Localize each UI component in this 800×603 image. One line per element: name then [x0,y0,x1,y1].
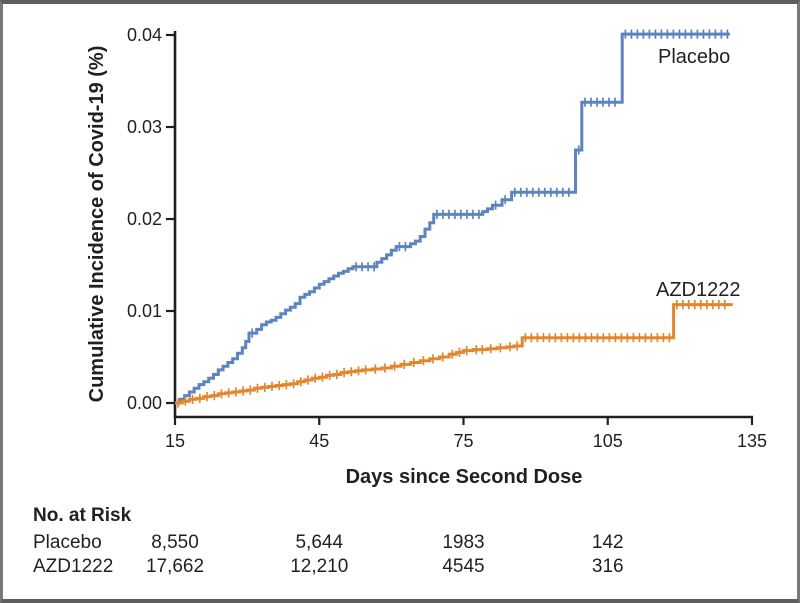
y-tick-label: 0.04 [127,25,162,45]
risk-value: 4545 [442,556,484,577]
x-axis-title: Days since Second Dose [346,466,583,488]
risk-value: 12,210 [290,556,348,577]
placebo-curve [175,32,730,405]
x-tick-label: 15 [165,431,185,451]
y-axis-title: Cumulative Incidence of Covid-19 (%) [86,46,108,403]
y-tick-label: 0.02 [127,209,162,229]
risk-value: 142 [592,532,624,553]
risk-value: 1983 [442,532,484,553]
risk-table-title: No. at Risk [33,505,132,526]
placebo-censor-marks [251,29,729,338]
tick-labels-group: 0.00 0.01 0.02 0.03 0.04 15 45 75 105 135 [127,25,767,451]
risk-value: 8,550 [151,532,199,553]
y-tick-label: 0.00 [127,393,162,413]
risk-value: 316 [592,556,624,577]
x-tick-label: 45 [309,431,329,451]
risk-value: 5,644 [295,532,343,553]
axes-group [166,31,754,425]
x-tick-label: 75 [453,431,473,451]
y-tick-label: 0.03 [127,117,162,137]
azd1222-curve [175,303,733,405]
axis-lines [173,31,753,419]
risk-row-label-azd1222: AZD1222 [33,556,113,577]
risk-table-values-group: Placebo 8,550 5,644 1983 142 AZD1222 17,662 12,… [33,532,624,577]
curves-group [175,29,733,408]
x-tick-label: 135 [737,431,767,451]
azd1222-censor-marks [177,300,726,408]
risk-row-label-placebo: Placebo [33,532,102,553]
risk-value: 17,662 [146,556,204,577]
azd1222-curve-label: AZD1222 [656,279,741,301]
y-tick-label: 0.01 [127,301,162,321]
x-tick-label: 105 [593,431,623,451]
km-chart-svg: 0.00 0.01 0.02 0.03 0.04 15 45 75 105 135 Placebo… [33,25,767,577]
placebo-curve-label: Placebo [658,46,730,68]
